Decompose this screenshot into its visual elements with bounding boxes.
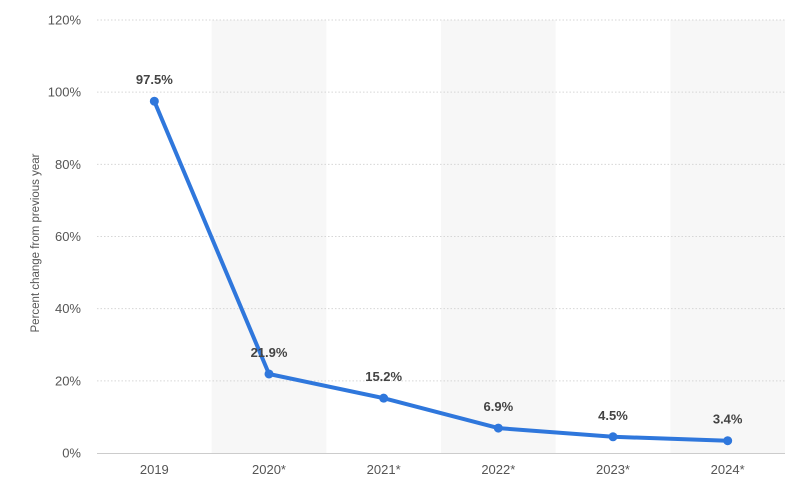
- data-point[interactable]: [149, 96, 159, 106]
- x-tick-label: 2022*: [481, 462, 515, 477]
- band-3: [441, 20, 556, 453]
- data-point[interactable]: [608, 432, 618, 442]
- data-point[interactable]: [493, 423, 503, 433]
- y-tick-label: 80%: [55, 157, 81, 172]
- data-label: 97.5%: [136, 72, 173, 87]
- x-tick-label: 2023*: [596, 462, 630, 477]
- y-gridlines: [97, 19, 785, 382]
- y-tick-label: 20%: [55, 373, 81, 388]
- data-label: 6.9%: [484, 399, 514, 414]
- x-axis-ticks: 2019 2020* 2021* 2022* 2023* 2024*: [140, 462, 745, 477]
- data-label: 3.4%: [713, 412, 743, 427]
- y-tick-label: 120%: [48, 13, 82, 28]
- y-tick-label: 0%: [62, 446, 81, 461]
- data-point[interactable]: [723, 436, 733, 446]
- data-point[interactable]: [264, 369, 274, 379]
- y-tick-label: 100%: [48, 85, 82, 100]
- x-tick-label: 2019: [140, 462, 169, 477]
- y-axis-ticks: 0% 20% 40% 60% 80% 100% 120%: [48, 13, 82, 461]
- y-axis-title: Percent change from previous year: [30, 153, 42, 332]
- data-points: [149, 96, 733, 446]
- series-line-path: [152, 99, 730, 443]
- data-label: 21.9%: [251, 345, 288, 360]
- x-tick-label: 2020*: [252, 462, 286, 477]
- data-label: 15.2%: [365, 369, 402, 384]
- data-point[interactable]: [379, 393, 389, 403]
- data-labels: 97.5% 21.9% 15.2% 6.9% 4.5% 3.4%: [136, 72, 743, 427]
- x-tick-label: 2021*: [367, 462, 401, 477]
- data-label: 4.5%: [598, 408, 628, 423]
- x-tick-label: 2024*: [711, 462, 745, 477]
- y-tick-label: 60%: [55, 229, 81, 244]
- y-tick-label: 40%: [55, 301, 81, 316]
- series-line: [152, 99, 730, 443]
